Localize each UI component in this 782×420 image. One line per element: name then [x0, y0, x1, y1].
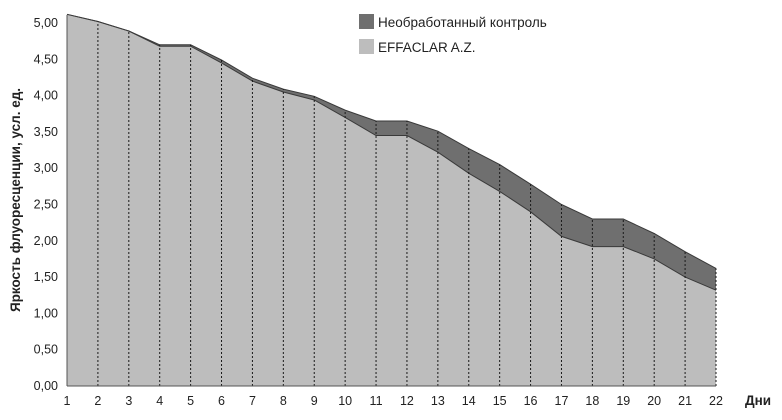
x-tick-label: 14: [462, 394, 476, 408]
legend-label-effaclar: EFFACLAR A.Z.: [378, 40, 476, 55]
legend-label-control: Необработанный контроль: [378, 15, 547, 30]
x-tick-label: 18: [585, 394, 599, 408]
x-tick-label: 7: [249, 394, 256, 408]
x-tick-label: 2: [94, 394, 101, 408]
x-axis-title: Дни: [745, 393, 771, 408]
x-tick-label: 3: [125, 394, 132, 408]
legend-swatch-effaclar: [359, 39, 374, 54]
x-tick-label: 9: [311, 394, 318, 408]
x-tick-label: 11: [370, 394, 383, 408]
y-tick-label: 4,00: [34, 89, 58, 103]
x-tick-label: 12: [400, 394, 414, 408]
legend-swatch-control: [359, 14, 374, 29]
y-tick-label: 1,00: [34, 306, 58, 320]
x-tick-label: 5: [187, 394, 194, 408]
x-tick-label: 4: [156, 394, 163, 408]
x-tick-labels: 1 2 3 4 5 6 7 8 9 10 11 12 13 14 15 16 17 18 19 20 21 22: [64, 394, 723, 408]
x-tick-label: 13: [431, 394, 445, 408]
x-tick-label: 22: [709, 394, 723, 408]
y-tick-label: 0,50: [34, 343, 58, 357]
x-tick-label: 15: [493, 394, 507, 408]
x-tick-label: 19: [616, 394, 630, 408]
x-tick-label: 6: [218, 394, 225, 408]
x-tick-label: 1: [64, 394, 71, 408]
y-tick-label: 2,50: [34, 198, 58, 212]
x-tick-label: 16: [524, 394, 538, 408]
area-effaclar: [67, 14, 716, 387]
y-tick-labels: 0,00 0,50 1,00 1,50 2,00 2,50 3,00 3,50 4,00 4,50…: [34, 16, 58, 393]
vertical-gridlines: [97, 21, 717, 386]
x-tick-label: 21: [678, 394, 692, 408]
x-tick-label: 20: [647, 394, 661, 408]
y-tick-label: 1,50: [34, 270, 58, 284]
line-control: [66, 13, 717, 269]
y-tick-label: 5,00: [34, 16, 58, 30]
series-areas: [66, 13, 717, 387]
y-tick-label: 0,00: [34, 379, 58, 393]
y-tick-label: 4,50: [34, 52, 58, 66]
y-tick-label: 3,00: [34, 161, 58, 175]
axes: [66, 15, 716, 387]
y-axis-title: Яркость флуоресценции, усл. ед.: [8, 88, 23, 312]
x-tick-label: 10: [338, 394, 352, 408]
legend: Необработанный контроль EFFACLAR A.Z.: [359, 14, 547, 55]
x-tick-label: 17: [555, 394, 569, 408]
line-effaclar: [66, 13, 717, 291]
y-tick-label: 2,00: [34, 234, 58, 248]
x-tick-label: 8: [280, 394, 287, 408]
y-tick-label: 3,50: [34, 125, 58, 139]
